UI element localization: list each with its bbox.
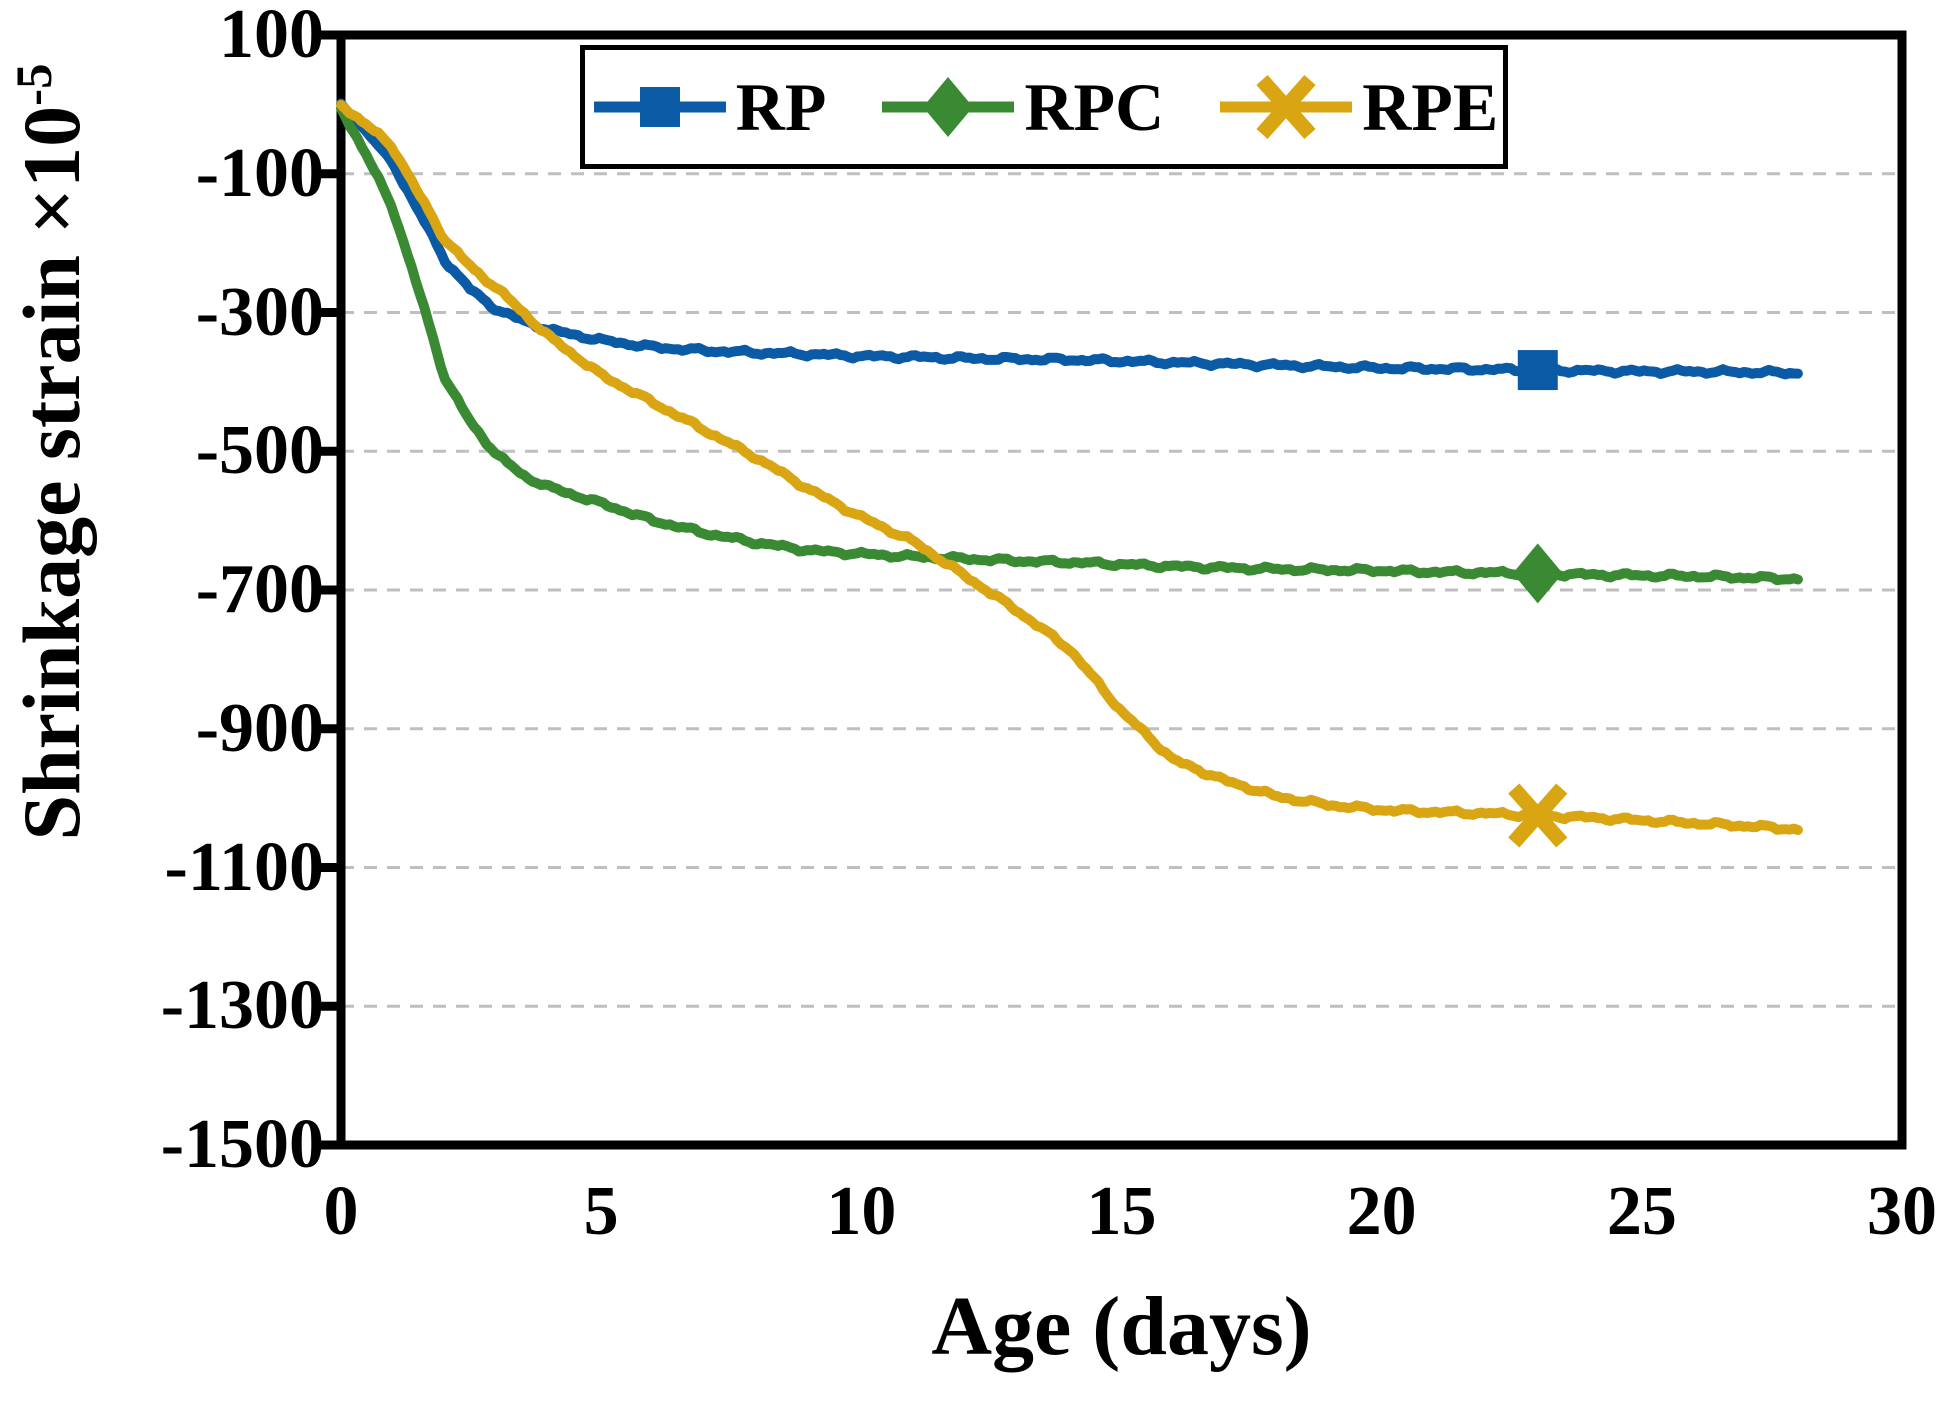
x-tick-label: 10: [826, 1173, 897, 1250]
legend-label-rpe: RPE: [1362, 69, 1499, 145]
x-tick-label: 15: [1086, 1173, 1157, 1250]
y-tick-label: 100: [219, 0, 324, 73]
y-tick-label: -900: [195, 689, 324, 767]
x-tick-label: 20: [1346, 1173, 1417, 1250]
legend-item-rp: RP: [590, 69, 827, 145]
y-tick-label: -500: [195, 412, 324, 490]
legend-label-rpc: RPC: [1024, 69, 1165, 145]
y-axis-title: Shrinkage strain ×10-5: [5, 63, 99, 840]
x-tick-label: 30: [1867, 1173, 1937, 1250]
y-axis-title-text: Shrinkage strain ×10: [6, 105, 98, 841]
legend-label-rp: RP: [735, 69, 827, 145]
y-tick-label: -1300: [160, 967, 324, 1045]
x-tick-label: 5: [583, 1173, 619, 1250]
legend: RP RPC RPE: [580, 45, 1508, 169]
x-axis-title: Age (days): [931, 1280, 1312, 1373]
y-axis-title-exponent: -5: [5, 63, 62, 106]
x-tick-label: 25: [1606, 1173, 1677, 1250]
legend-item-rpe: RPE: [1216, 72, 1498, 142]
x-tick-label: 0: [323, 1173, 359, 1250]
rpe-x-marker-icon: [1220, 75, 1353, 139]
y-tick-label: -700: [195, 551, 324, 628]
y-tick-label: -1500: [160, 1106, 324, 1183]
rp-square-marker-icon: [593, 87, 726, 127]
y-tick-label: -100: [195, 134, 324, 212]
legend-item-rpc: RPC: [878, 72, 1164, 142]
rpc-diamond-marker-icon: [882, 77, 1015, 137]
y-tick-label: -300: [195, 273, 324, 351]
y-tick-label: -1100: [164, 828, 324, 906]
